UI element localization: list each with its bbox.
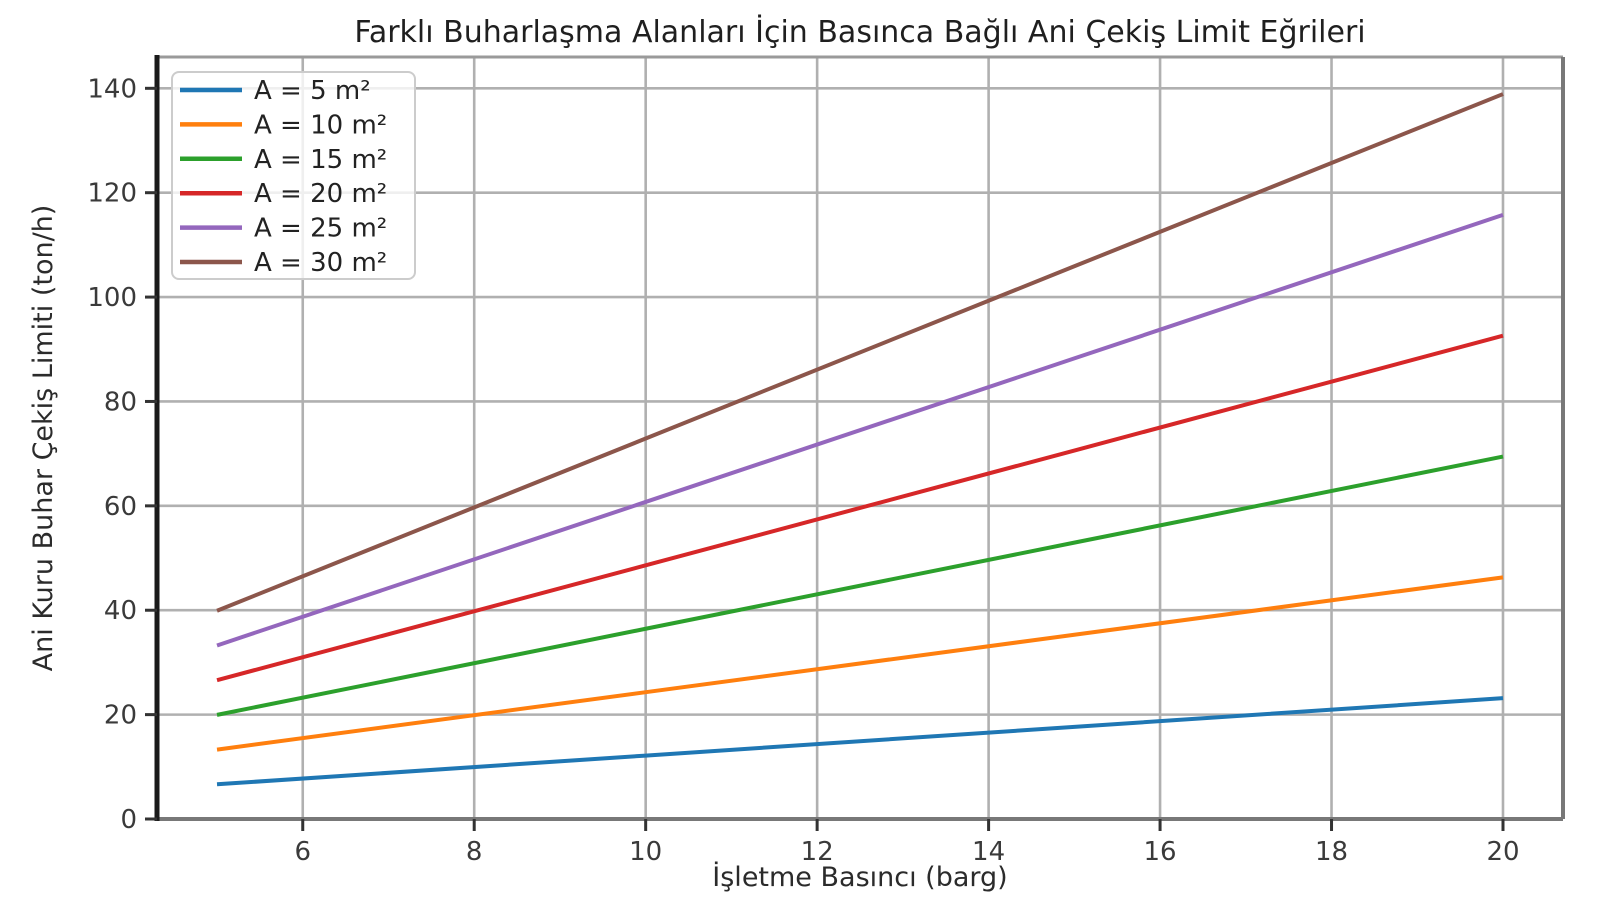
x-tick-label: 6	[294, 837, 311, 867]
chart-title: Farklı Buharlaşma Alanları İçin Basınca …	[354, 14, 1365, 50]
y-tick-label: 0	[120, 805, 137, 835]
legend-label: A = 20 m²	[254, 179, 387, 209]
x-tick-label: 12	[801, 837, 834, 867]
series-line-a-10-m	[216, 575, 1504, 752]
x-tick-label: 10	[629, 837, 662, 867]
legend-label: A = 10 m²	[254, 110, 387, 140]
y-axis-label: Ani Kuru Buhar Çekiş Limiti (ton/h)	[28, 205, 59, 672]
series-line-a-25-m	[216, 212, 1504, 648]
y-tick-label: 120	[87, 179, 137, 209]
legend-label: A = 25 m²	[254, 214, 387, 244]
legend-label: A = 15 m²	[254, 145, 387, 175]
y-tick-labels: 0 20 40 60 80 100 120 140	[87, 74, 137, 835]
series-line-a-20-m	[216, 333, 1504, 683]
y-tick-label: 100	[87, 283, 137, 313]
legend: A = 5 m² A = 10 m² A = 15 m² A = 20 m² A = 2…	[171, 71, 416, 280]
series-line-a-30-m	[216, 92, 1504, 613]
gridlines	[157, 57, 1563, 821]
series-line-a-5-m	[216, 696, 1504, 787]
x-tick-label: 8	[466, 837, 483, 867]
x-tick-label: 14	[972, 837, 1005, 867]
x-axis-label: İşletme Basıncı (barg)	[712, 861, 1007, 893]
x-tick-label: 20	[1486, 837, 1519, 867]
x-tick-label: 16	[1144, 837, 1177, 867]
x-tick-labels: 6 8 10 12 14 16 18 20	[294, 837, 1519, 867]
plot-frame	[154, 55, 1565, 821]
series-lines	[216, 92, 1504, 787]
legend-label: A = 5 m²	[254, 76, 371, 106]
y-tick-label: 20	[104, 701, 137, 731]
legend-label: A = 30 m²	[254, 248, 387, 278]
y-tick-label: 140	[87, 74, 137, 104]
axis-ticks	[145, 86, 1505, 831]
y-tick-label: 40	[104, 596, 137, 626]
series-line-a-15-m	[216, 454, 1504, 717]
y-tick-label: 80	[104, 387, 137, 417]
y-tick-label: 60	[104, 492, 137, 522]
x-tick-label: 18	[1315, 837, 1348, 867]
